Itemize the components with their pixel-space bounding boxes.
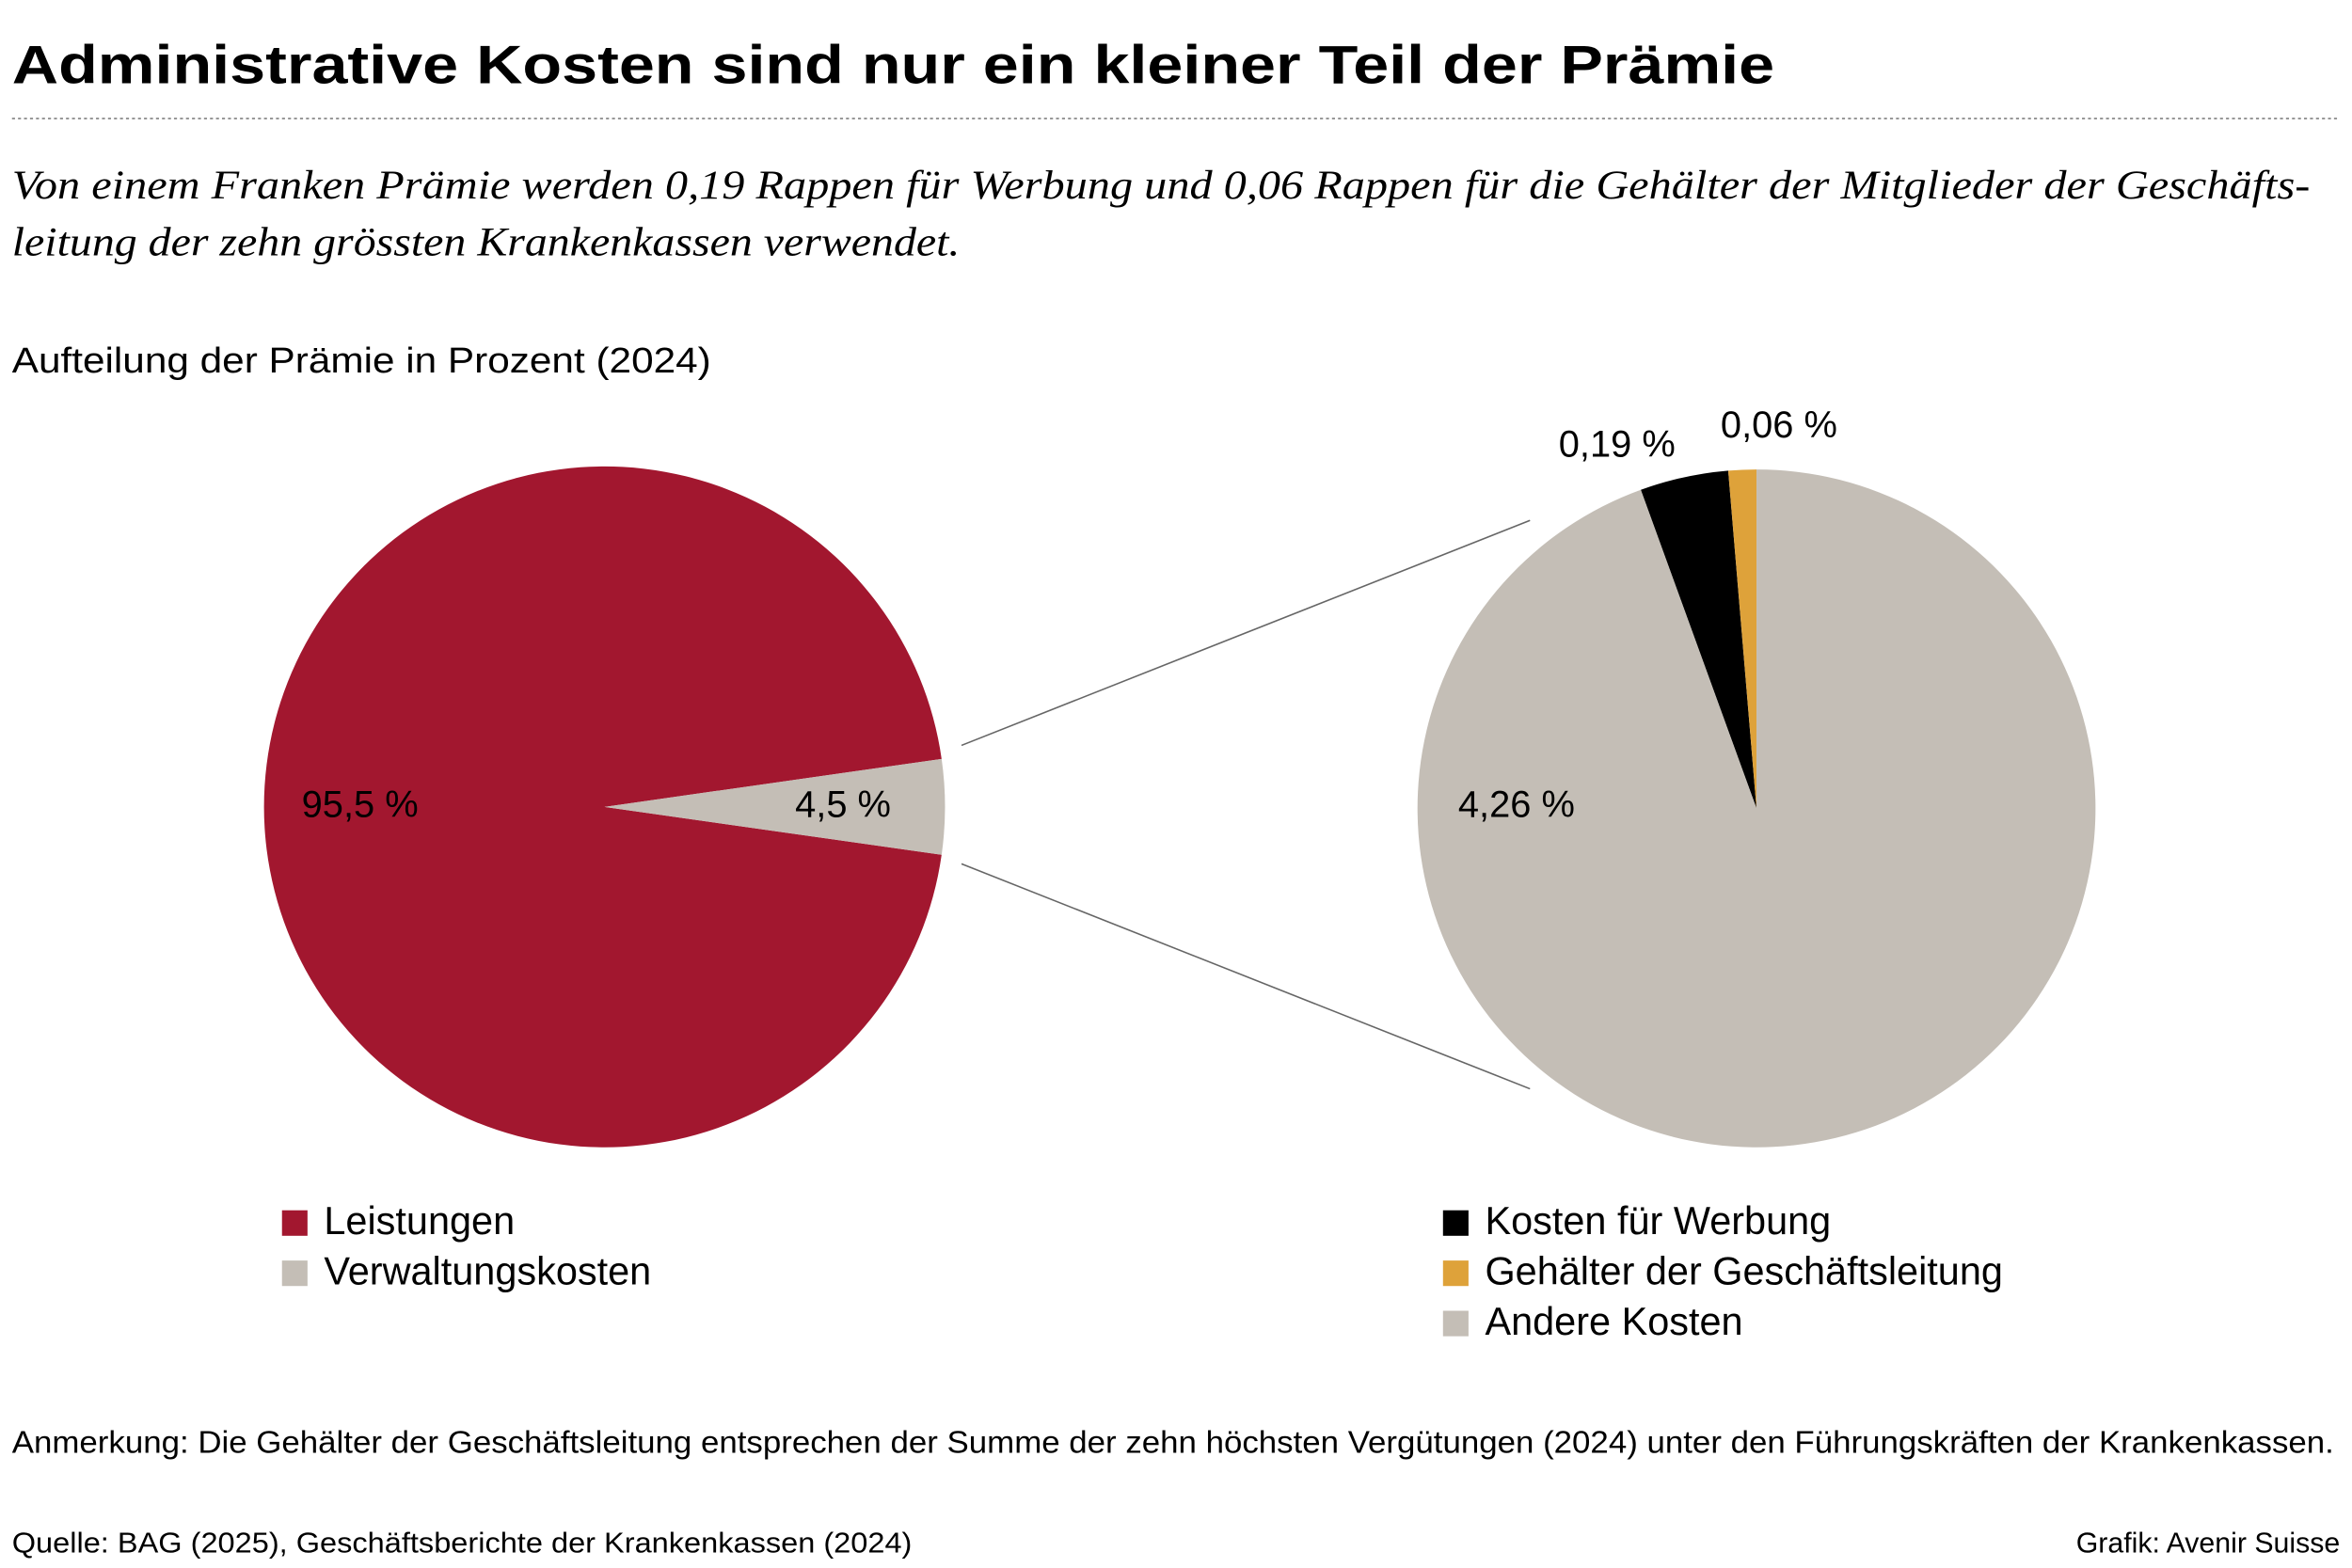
legend-label: Gehälter der Geschäftsleitung <box>1485 1248 2003 1292</box>
connector <box>961 863 1531 1090</box>
legend-label: Leistungen <box>324 1198 515 1243</box>
pie-slice <box>604 758 946 855</box>
subtitle: Von einem Franken Prämie werden 0,19 Rap… <box>12 164 2311 208</box>
credit: Grafik: Avenir Suisse <box>2076 1528 2341 1559</box>
source: Quelle: BAG (2025), Geschäftsberichte de… <box>12 1528 913 1559</box>
legend-label: Andere Kosten <box>1485 1299 1742 1343</box>
value-label: 4,5 % <box>795 784 891 825</box>
title: Administrative Kosten sind nur ein klein… <box>12 36 1774 96</box>
pie-slice <box>1417 469 2096 1148</box>
value-label: 0,19 % <box>1559 424 1676 466</box>
legend-label: Verwaltungskosten <box>324 1248 651 1292</box>
legend-swatch <box>1442 1210 1469 1236</box>
value-label: 4,26 % <box>1458 784 1575 825</box>
legend-swatch <box>281 1210 308 1236</box>
legend-swatch <box>1442 1310 1469 1337</box>
pie-slice <box>1641 470 1757 809</box>
pie-slice <box>263 466 942 1148</box>
connector <box>961 519 1531 747</box>
pie-slice <box>1727 469 1757 809</box>
legend-swatch <box>1442 1260 1469 1287</box>
subtitle: leitung der zehn grössten Krankenkassen … <box>12 220 961 264</box>
note: Anmerkung: Die Gehälter der Geschäftslei… <box>12 1425 2334 1460</box>
value-label: 0,06 % <box>1721 404 1837 446</box>
legend-label: Kosten für Werbung <box>1485 1198 1831 1243</box>
value-label: 95,5 % <box>302 784 419 825</box>
legend-swatch <box>281 1260 308 1287</box>
chart-heading: Aufteilung der Prämie in Prozent (2024) <box>12 341 711 381</box>
